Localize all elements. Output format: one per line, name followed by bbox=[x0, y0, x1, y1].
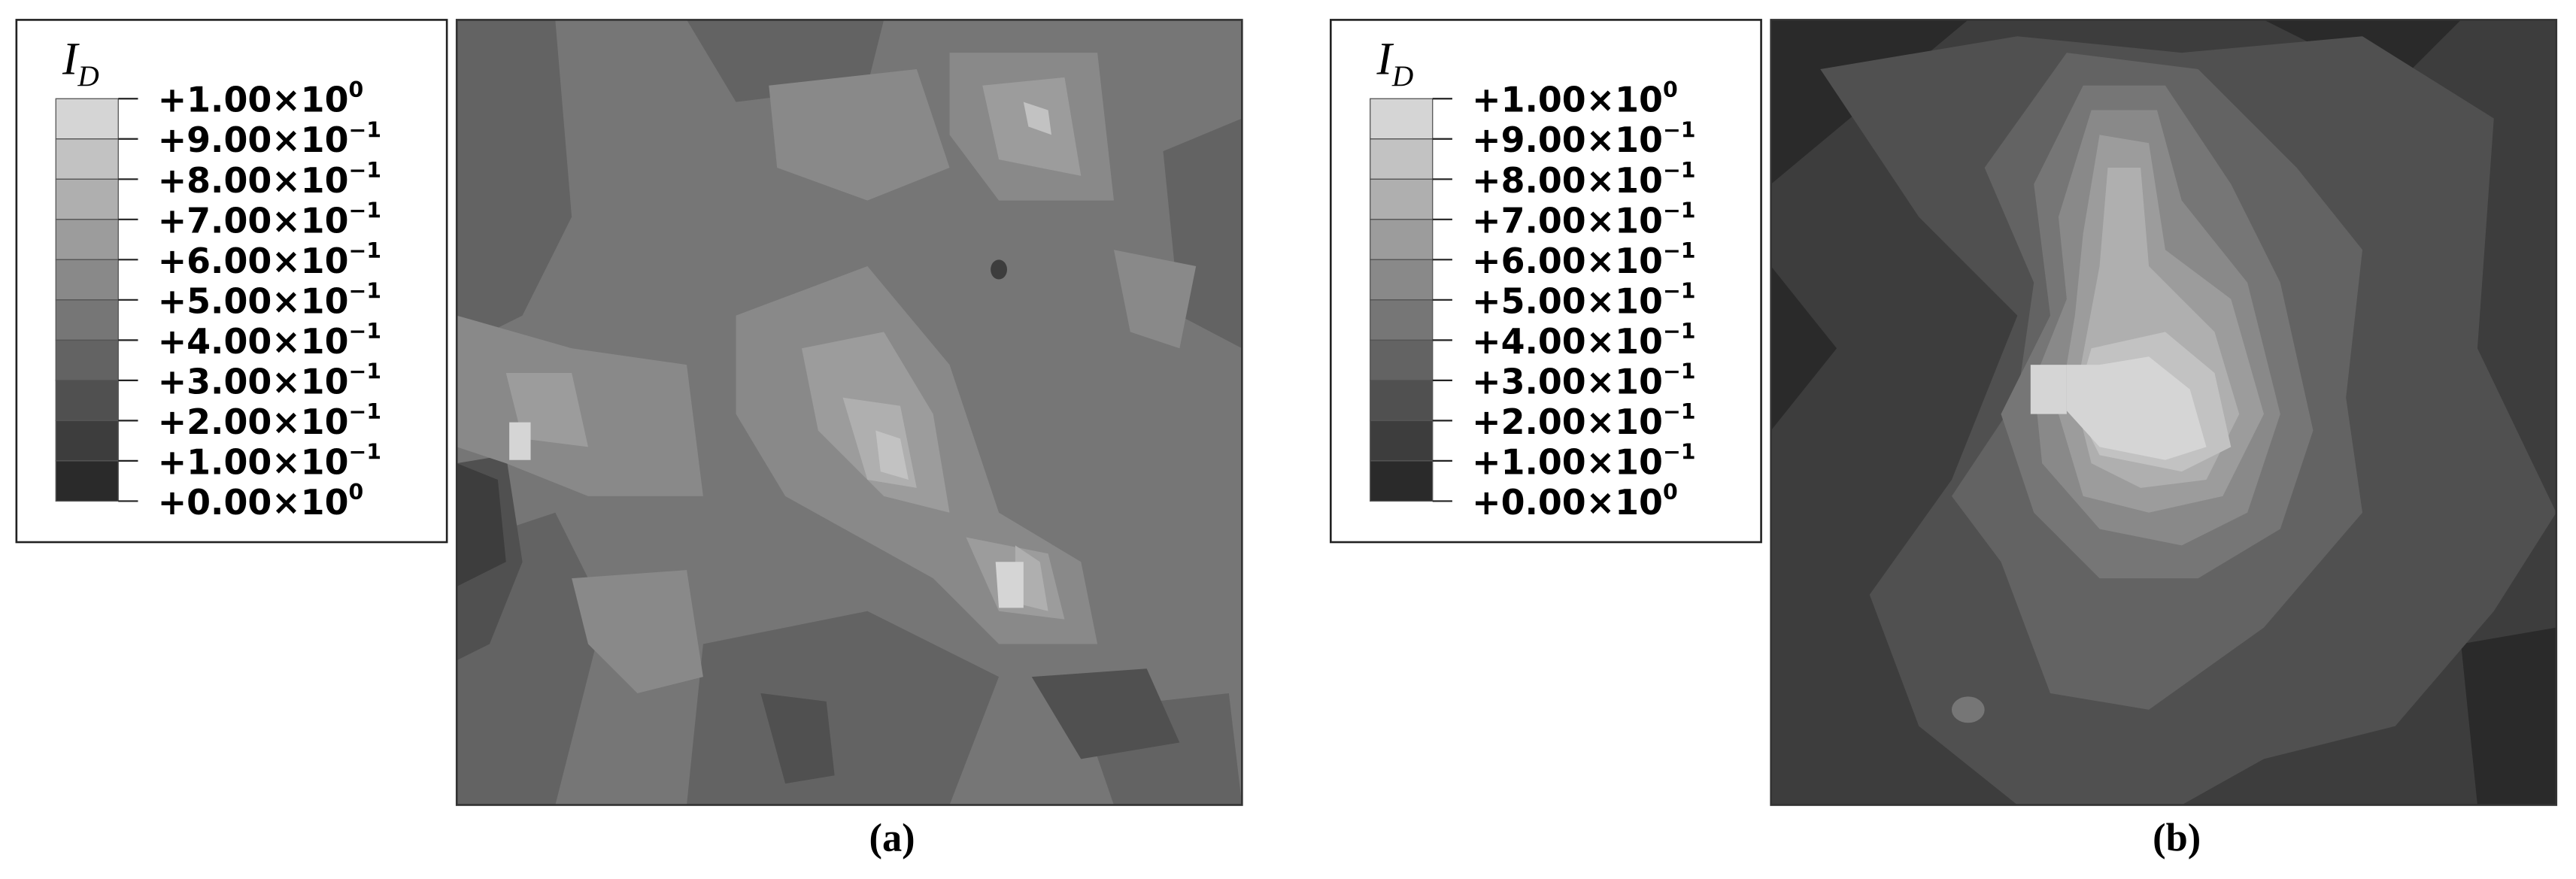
legend-swatch bbox=[1370, 98, 1434, 140]
legend-label-mantissa: +7.00×10 bbox=[1472, 200, 1663, 241]
legend-label-mantissa: +6.00×10 bbox=[1472, 241, 1663, 281]
legend-label-exponent: −1 bbox=[1663, 440, 1696, 465]
legend-label-mantissa: +5.00×10 bbox=[158, 280, 349, 321]
legend-label-mantissa: +8.00×10 bbox=[158, 160, 349, 201]
legend-label-mantissa: +3.00×10 bbox=[1472, 361, 1663, 402]
legend-label-mantissa: +0.00×10 bbox=[1472, 482, 1663, 523]
legend-label-exponent: 0 bbox=[349, 77, 364, 102]
legend-label: +8.00×10−1 bbox=[158, 158, 381, 201]
legend-label-mantissa: +8.00×10 bbox=[1472, 160, 1663, 201]
legend-title: ID bbox=[62, 33, 99, 92]
panel-label: (b) bbox=[2153, 817, 2201, 860]
legend-label-mantissa: +1.00×10 bbox=[1472, 80, 1663, 120]
legend-label-exponent: 0 bbox=[1663, 77, 1678, 102]
legend-swatch bbox=[1370, 299, 1434, 341]
legend-label-exponent: −1 bbox=[1663, 118, 1696, 143]
legend-label-exponent: −1 bbox=[1663, 158, 1696, 183]
legend-swatch bbox=[1370, 138, 1434, 180]
legend-title-main: I bbox=[62, 33, 80, 84]
legend-swatch bbox=[1370, 219, 1434, 260]
legend-title-sub: D bbox=[1391, 59, 1413, 92]
legend-swatch bbox=[55, 339, 119, 381]
legend-swatch bbox=[1370, 339, 1434, 381]
legend-label-mantissa: +3.00×10 bbox=[158, 361, 349, 402]
legend-swatch bbox=[1370, 460, 1434, 502]
legend-swatch bbox=[55, 138, 119, 180]
plot-frame bbox=[455, 19, 1243, 806]
legend-label-exponent: −1 bbox=[1663, 359, 1696, 384]
legend-label-mantissa: +4.00×10 bbox=[1472, 321, 1663, 362]
legend-label-exponent: −1 bbox=[1663, 238, 1696, 263]
legend-label-exponent: −1 bbox=[349, 199, 382, 223]
legend-label-mantissa: +9.00×10 bbox=[1472, 120, 1663, 160]
legend-label-exponent: 0 bbox=[1663, 480, 1678, 505]
legend-swatch bbox=[55, 98, 119, 140]
legend-swatch bbox=[55, 178, 119, 220]
legend-label-exponent: −1 bbox=[349, 279, 382, 304]
legend-swatch bbox=[55, 420, 119, 462]
legend-label-exponent: −1 bbox=[1663, 399, 1696, 424]
legend-swatch bbox=[55, 380, 119, 422]
legend-title-main: I bbox=[1376, 33, 1394, 84]
legend-label: +1.00×10−1 bbox=[158, 440, 381, 483]
legend-label: +5.00×10−1 bbox=[158, 279, 381, 322]
legend-title-sub: D bbox=[77, 59, 99, 92]
legend-label-mantissa: +6.00×10 bbox=[158, 241, 349, 281]
legend-label-mantissa: +7.00×10 bbox=[158, 200, 349, 241]
legend-label-exponent: −1 bbox=[349, 399, 382, 424]
legend-label: +3.00×10−1 bbox=[158, 359, 381, 402]
legend-label: +1.00×100 bbox=[1472, 77, 1678, 120]
contour-plot-b bbox=[1770, 20, 2556, 805]
legend-label: +7.00×10−1 bbox=[158, 199, 381, 241]
legend-swatch bbox=[55, 219, 119, 260]
legend-label: +3.00×10−1 bbox=[1472, 359, 1695, 402]
legend-label-exponent: −1 bbox=[1663, 279, 1696, 304]
legend-label-exponent: −1 bbox=[349, 440, 382, 465]
legend-label-mantissa: +2.00×10 bbox=[1472, 402, 1663, 442]
legend-label-mantissa: +5.00×10 bbox=[1472, 280, 1663, 321]
legend-label-mantissa: +2.00×10 bbox=[158, 402, 349, 442]
legend-swatch bbox=[55, 299, 119, 341]
legend-label-mantissa: +1.00×10 bbox=[1472, 441, 1663, 482]
legend-label: +2.00×10−1 bbox=[158, 399, 381, 442]
legend-label: +9.00×10−1 bbox=[1472, 118, 1695, 161]
legend-label-mantissa: +0.00×10 bbox=[158, 482, 349, 523]
legend-label: +1.00×10−1 bbox=[1472, 440, 1695, 483]
legend-swatch bbox=[1370, 259, 1434, 301]
legend-label-mantissa: +1.00×10 bbox=[158, 80, 349, 120]
legend-label-exponent: −1 bbox=[349, 158, 382, 183]
legend-label-exponent: −1 bbox=[349, 359, 382, 384]
legend-swatch bbox=[1370, 178, 1434, 220]
legend-label-exponent: −1 bbox=[1663, 199, 1696, 223]
plot-frame bbox=[1770, 19, 2558, 806]
legend-swatch bbox=[1370, 380, 1434, 422]
legend-label-exponent: 0 bbox=[349, 480, 364, 505]
legend-label-mantissa: +1.00×10 bbox=[158, 441, 349, 482]
legend-swatch bbox=[1370, 420, 1434, 462]
legend-label: +0.00×100 bbox=[158, 480, 364, 523]
legend-label-mantissa: +9.00×10 bbox=[158, 120, 349, 160]
legend-label: +7.00×10−1 bbox=[1472, 199, 1695, 241]
legend-label: +4.00×10−1 bbox=[158, 319, 381, 362]
legend-label: +1.00×100 bbox=[158, 77, 364, 120]
legend-label: +4.00×10−1 bbox=[1472, 319, 1695, 362]
legend-label: +8.00×10−1 bbox=[1472, 158, 1695, 201]
contour-plot-a bbox=[457, 20, 1242, 805]
legend-label: +6.00×10−1 bbox=[158, 238, 381, 281]
legend-swatch bbox=[55, 460, 119, 502]
legend-title: ID bbox=[1376, 33, 1413, 92]
legend-label-exponent: −1 bbox=[349, 319, 382, 344]
legend-label: +9.00×10−1 bbox=[158, 118, 381, 161]
legend-label: +2.00×10−1 bbox=[1472, 399, 1695, 442]
legend-label: +5.00×10−1 bbox=[1472, 279, 1695, 322]
legend-label: +0.00×100 bbox=[1472, 480, 1678, 523]
legend-label-exponent: −1 bbox=[349, 238, 382, 263]
legend-label-exponent: −1 bbox=[349, 118, 382, 143]
legend-label: +6.00×10−1 bbox=[1472, 238, 1695, 281]
panel-label: (a) bbox=[869, 817, 915, 860]
legend-label-mantissa: +4.00×10 bbox=[158, 321, 349, 362]
legend-swatch bbox=[55, 259, 119, 301]
legend-label-exponent: −1 bbox=[1663, 319, 1696, 344]
